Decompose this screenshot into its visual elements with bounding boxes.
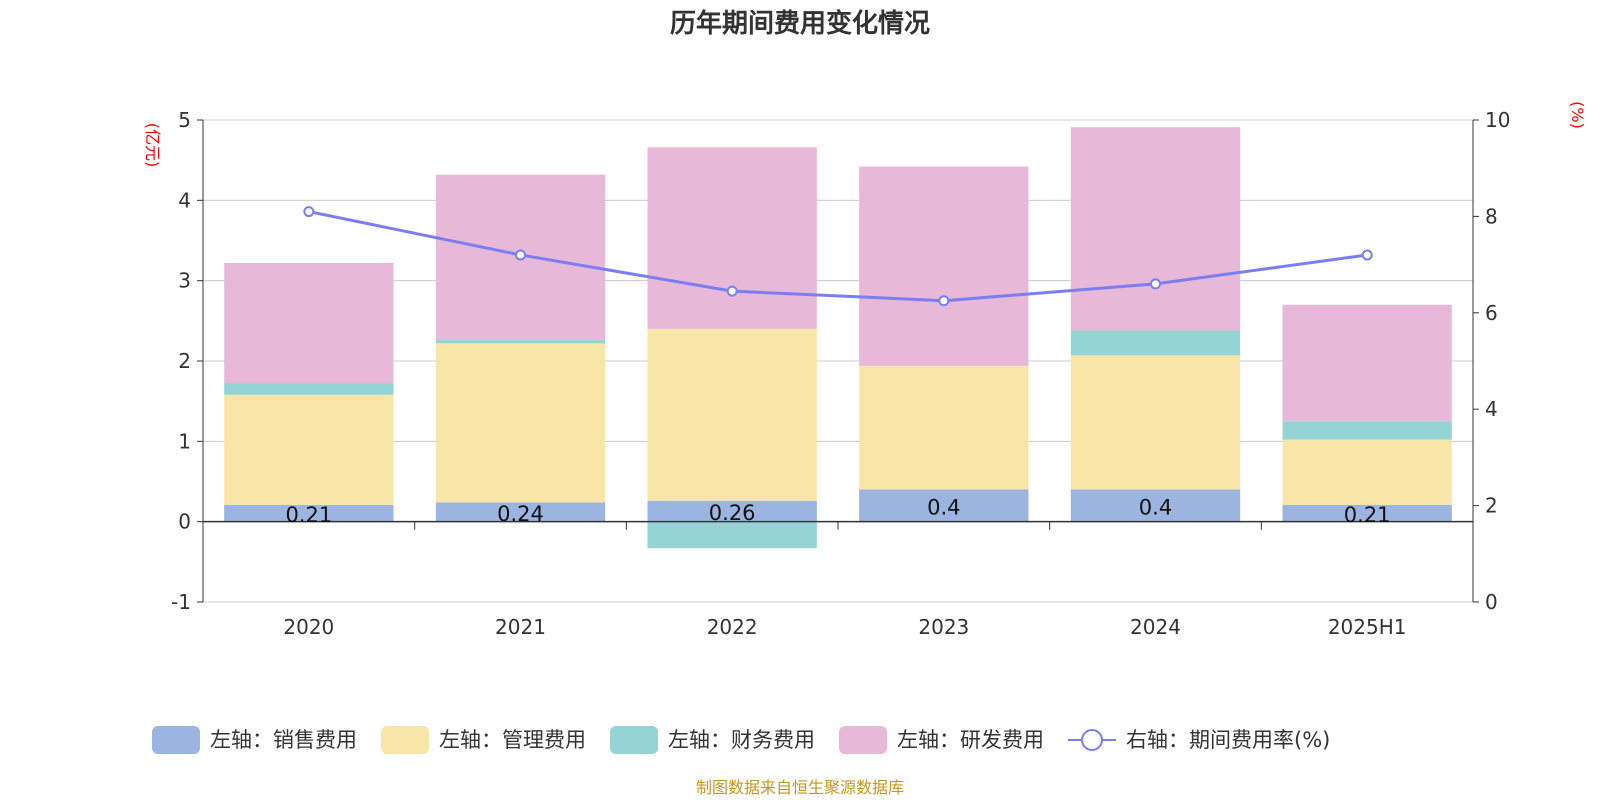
- rate-point: [1150, 278, 1161, 290]
- x-tick-label: 2024: [1130, 615, 1181, 639]
- bar-segment: [859, 365, 1029, 490]
- legend-label: 左轴：管理费用: [439, 728, 586, 752]
- left-axis-unit: (亿元): [143, 123, 162, 168]
- bar-segment: [647, 328, 817, 501]
- rate-point: [515, 249, 526, 261]
- right-tick-label: 8: [1485, 204, 1498, 228]
- rate-line-series: [303, 206, 1373, 307]
- bar-segment: [435, 502, 606, 522]
- left-tick-label: 0: [178, 510, 191, 534]
- rate-point: [303, 206, 315, 218]
- bar-segment: [1282, 304, 1452, 422]
- bar-segment: [224, 394, 394, 505]
- legend-swatch: [839, 726, 887, 754]
- bar-segment: [647, 521, 817, 549]
- legend-label: 左轴：研发费用: [897, 728, 1044, 752]
- x-tick-label: 2023: [918, 615, 969, 639]
- data-labels: 0.21 0.24 0.26 0.4 0.4 0.21: [285, 496, 1390, 528]
- x-tick-label: 2022: [707, 615, 758, 639]
- sales-data-label: 0.21: [285, 503, 332, 527]
- left-tick-label: 2: [178, 349, 191, 373]
- legend-swatch: [152, 726, 200, 754]
- sales-data-label: 0.26: [709, 501, 756, 525]
- legend-swatch: [610, 726, 658, 754]
- bar-segment: [859, 489, 1029, 522]
- bar-segment: [647, 500, 817, 522]
- bar-segment: [1070, 489, 1241, 522]
- axes: -1 0 1 2 3 4 5 0 2 4 6 8 10 2020 2021 2022 2023 2024 2025H…: [171, 108, 1510, 639]
- bar-segment: [1070, 355, 1241, 490]
- sales-data-label: 0.21: [1344, 503, 1391, 527]
- right-tick-label: 4: [1485, 397, 1498, 421]
- legend-swatch: [381, 726, 429, 754]
- legend-marker: [1081, 729, 1103, 751]
- bar-segment: [224, 504, 394, 522]
- rate-point: [938, 295, 950, 307]
- sales-data-label: 0.24: [497, 502, 544, 526]
- bar-segment: [647, 147, 817, 329]
- left-tick-label: -1: [171, 590, 191, 614]
- bar-segment: [435, 339, 606, 344]
- bar-segment: [1282, 504, 1452, 522]
- legend-label: 左轴：销售费用: [210, 728, 357, 752]
- right-tick-label: 6: [1485, 301, 1498, 325]
- right-tick-label: 10: [1485, 108, 1510, 132]
- sales-data-label: 0.4: [1139, 496, 1172, 520]
- bar-segment: [1282, 421, 1452, 440]
- legend-label: 左轴：财务费用: [668, 728, 815, 752]
- bar-series: [224, 127, 1452, 549]
- left-tick-label: 5: [178, 108, 191, 132]
- bar-segment: [224, 262, 394, 384]
- legend: 左轴：销售费用 左轴：管理费用 左轴：财务费用 左轴：研发费用 右轴：期间费用率(%): [152, 726, 1330, 754]
- left-tick-label: 3: [178, 269, 191, 293]
- bar-segment: [1070, 127, 1241, 331]
- rate-line: [308, 210, 1368, 303]
- bar-segment: [1070, 330, 1241, 356]
- x-tick-label: 2025H1: [1328, 615, 1407, 639]
- right-tick-label: 2: [1485, 494, 1498, 518]
- right-tick-label: 0: [1485, 590, 1498, 614]
- bar-segment: [224, 383, 394, 395]
- sales-data-label: 0.4: [927, 496, 960, 520]
- source-note: 制图数据来自恒生聚源数据库: [696, 778, 904, 797]
- x-tick-label: 2020: [283, 615, 334, 639]
- x-tick-label: 2021: [495, 615, 546, 639]
- legend-label: 右轴：期间费用率(%): [1126, 728, 1330, 752]
- bar-segment: [1282, 439, 1452, 505]
- bar-segment: [435, 343, 606, 503]
- bar-segment: [859, 166, 1029, 366]
- rate-point: [1361, 249, 1373, 261]
- right-axis-unit: (%): [1568, 101, 1587, 129]
- left-tick-label: 4: [178, 188, 191, 212]
- chart-title: 历年期间费用变化情况: [670, 8, 930, 39]
- left-tick-label: 1: [178, 429, 191, 453]
- rate-point: [726, 285, 738, 297]
